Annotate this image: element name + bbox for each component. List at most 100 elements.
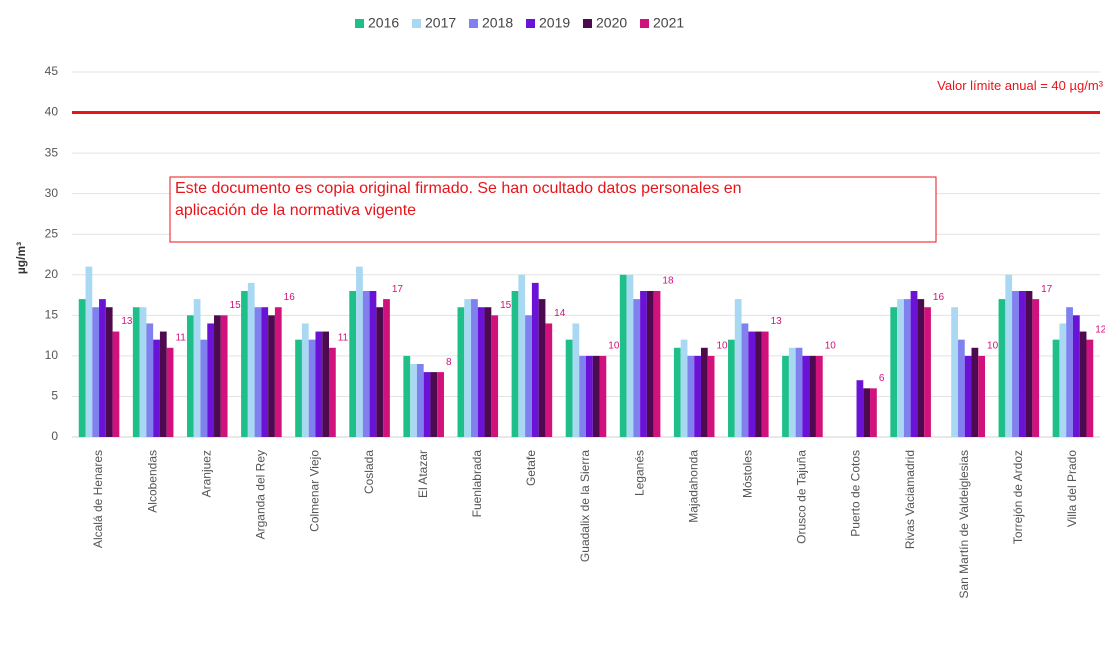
bar (910, 291, 918, 437)
bar (755, 331, 762, 437)
bar (1005, 274, 1013, 437)
y-tick-label: 0 (51, 429, 58, 443)
bar (146, 323, 154, 437)
legend-swatch (412, 19, 421, 28)
data-label: 13 (121, 316, 133, 327)
bar (403, 355, 411, 437)
legend-swatch (583, 19, 592, 28)
bar (376, 307, 384, 437)
bar (815, 355, 823, 437)
bar (139, 307, 147, 437)
bar (640, 291, 647, 437)
bar (254, 307, 262, 437)
bar (329, 347, 336, 437)
data-label: 13 (771, 316, 783, 327)
bar (423, 372, 431, 437)
bar (85, 266, 93, 437)
legend-swatch (640, 19, 649, 28)
bar (105, 307, 113, 437)
bar (477, 307, 485, 437)
y-axis-label: µg/m³ (14, 242, 28, 274)
data-label: 12 (1095, 324, 1105, 335)
bar (1079, 331, 1087, 437)
bar (903, 299, 911, 437)
bar (1059, 323, 1067, 437)
x-tick-label: Orusco de Tajuña (795, 450, 809, 544)
bar (680, 339, 688, 437)
bar (599, 355, 607, 437)
y-tick-label: 15 (45, 308, 59, 322)
bar (788, 347, 796, 437)
y-tick-label: 40 (45, 105, 59, 119)
bar (565, 339, 573, 437)
bar (619, 274, 627, 437)
bar (545, 323, 553, 437)
y-tick-label: 20 (45, 267, 59, 281)
bar (897, 299, 904, 437)
bar (200, 339, 208, 437)
bar (349, 291, 357, 437)
bar (484, 307, 492, 437)
bar (951, 307, 958, 437)
x-tick-label: Coslada (362, 450, 376, 494)
bar (166, 347, 174, 437)
bar (1032, 299, 1040, 437)
bar (890, 307, 898, 437)
bar (153, 339, 160, 437)
bar (700, 347, 708, 437)
bar (924, 307, 931, 437)
data-label: 10 (608, 341, 620, 352)
bar (707, 355, 715, 437)
bar (1052, 339, 1060, 437)
bar (99, 299, 106, 437)
bar (978, 355, 986, 437)
bar (416, 364, 424, 437)
bar (971, 347, 979, 437)
bar (572, 323, 580, 437)
data-label: 11 (175, 332, 186, 343)
bar (734, 299, 742, 437)
y-tick-label: 30 (45, 186, 59, 200)
data-label: 8 (446, 357, 452, 368)
bar (761, 331, 769, 437)
bar (626, 274, 634, 437)
legend-label: 2016 (368, 15, 399, 31)
bar (870, 388, 877, 437)
bar (964, 355, 972, 437)
bar (694, 355, 701, 437)
bar (1018, 291, 1026, 437)
bar (531, 282, 539, 437)
bar (592, 355, 600, 437)
bar (646, 291, 654, 437)
y-tick-label: 35 (45, 145, 59, 159)
x-tick-label: Alcobendas (145, 450, 159, 513)
x-tick-label: Majadahonda (686, 450, 700, 523)
bar (728, 339, 735, 437)
bar (538, 299, 546, 437)
bar (802, 355, 810, 437)
bar (308, 339, 316, 437)
bar (214, 315, 221, 437)
y-tick-label: 10 (45, 348, 59, 362)
legend-label: 2018 (482, 15, 513, 31)
x-tick-label: Rivas Vaciamadrid (903, 450, 917, 549)
bar (193, 299, 201, 437)
stamp-text: aplicación de la normativa vigente (175, 202, 416, 219)
data-label: 15 (500, 300, 512, 311)
x-tick-label: Getafe (524, 450, 538, 486)
x-tick-label: Móstoles (740, 450, 754, 498)
bar (586, 355, 593, 437)
bar (261, 307, 269, 437)
bar (464, 299, 472, 437)
bar (112, 331, 120, 437)
data-label: 6 (879, 373, 885, 384)
data-label: 10 (717, 341, 729, 352)
bar (322, 331, 329, 437)
bar (1072, 315, 1080, 437)
bar (241, 291, 248, 437)
bar (633, 299, 641, 437)
data-label: 16 (933, 292, 945, 303)
bar (863, 388, 871, 437)
bar (301, 323, 309, 437)
